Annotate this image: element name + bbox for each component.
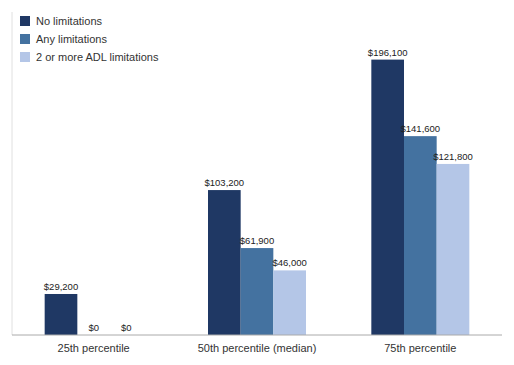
bar [404,136,437,335]
x-axis-line [12,335,502,336]
data-label: $0 [121,322,132,333]
legend-label: No limitations [36,15,103,27]
data-label: $121,800 [433,151,473,162]
data-label: $29,200 [44,281,78,292]
legend: No limitations Any limitations 2 or more A… [20,15,159,63]
legend-swatch [20,16,30,26]
bars [45,60,470,335]
bar [371,60,404,335]
legend-label: Any limitations [36,33,107,45]
x-tick-label: 75th percentile [384,342,456,354]
data-label: $46,000 [272,257,306,268]
data-label: $61,900 [240,235,274,246]
data-label: $103,200 [205,177,245,188]
data-label: $141,600 [401,123,441,134]
bar [208,190,241,335]
data-label: $196,100 [368,47,408,58]
bar [45,294,78,335]
legend-swatch [20,52,30,62]
data-label: $0 [88,322,99,333]
y-axis-line [12,12,13,335]
x-tick-label: 25th percentile [58,342,130,354]
legend-label: 2 or more ADL limitations [36,51,159,63]
bar [437,164,470,335]
bar [241,248,274,335]
bar [273,270,306,335]
legend-swatch [20,34,30,44]
x-tick-label: 50th percentile (median) [198,342,317,354]
chart: $29,200 $103,200 $196,100 $0 $61,900 $141,600… [0,0,514,365]
